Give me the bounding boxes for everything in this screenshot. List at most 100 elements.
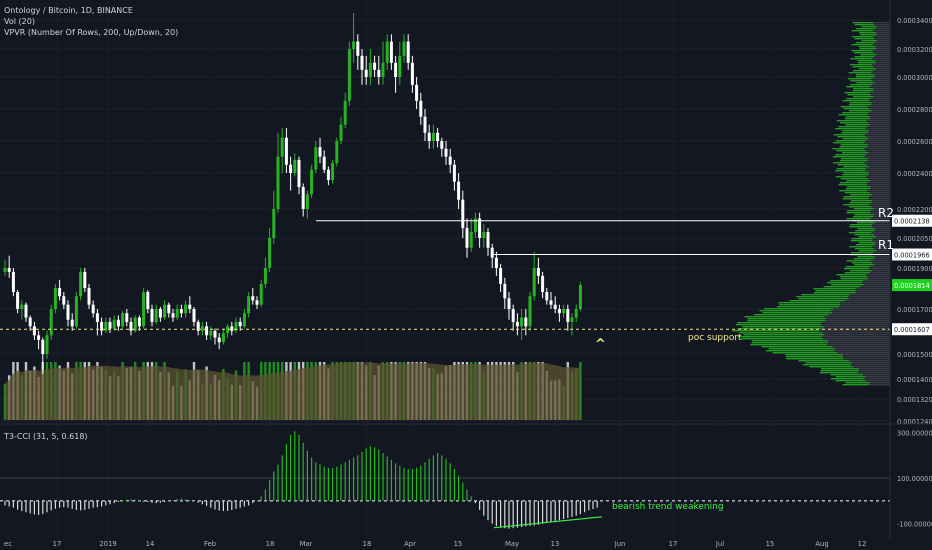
vpvr-row <box>864 142 890 144</box>
vpvr-row <box>737 322 822 324</box>
vpvr-row <box>858 46 876 48</box>
cci-bar <box>151 500 153 503</box>
cci-bar <box>63 500 65 508</box>
vpvr-row <box>869 92 890 94</box>
cci-bar <box>17 500 19 510</box>
vpvr-row <box>747 318 826 320</box>
vpvr-row <box>865 154 890 156</box>
vpvr-row <box>843 356 890 358</box>
candle-body <box>62 296 66 305</box>
vpvr-row <box>839 302 890 304</box>
vpvr-row <box>798 360 849 362</box>
vpvr-row <box>841 132 869 134</box>
cci-bar <box>113 500 115 504</box>
vpvr-row <box>823 326 890 328</box>
vpvr-row <box>872 238 890 240</box>
cci-bar <box>340 464 342 501</box>
vpvr-row <box>867 158 890 160</box>
cci-bar <box>516 500 518 528</box>
cci-bar <box>109 500 111 505</box>
label-r2: R2 <box>878 206 894 220</box>
price-tick-label: 0.0001700 <box>897 306 932 314</box>
vpvr-row <box>820 324 890 326</box>
current-price-badge <box>892 279 932 292</box>
vpvr-row <box>809 366 854 368</box>
candle-body <box>473 218 477 233</box>
vpvr-row <box>844 118 870 120</box>
candle-body <box>184 304 188 314</box>
price-tick-label: 0.0001240 <box>897 418 932 426</box>
vpvr-row <box>876 68 890 70</box>
cci-bar <box>588 500 590 511</box>
vpvr-row <box>872 262 890 264</box>
cci-bar <box>323 466 325 501</box>
candle-body <box>322 156 326 170</box>
vpvr-row <box>850 64 873 66</box>
candle-body <box>532 268 536 297</box>
candle-body <box>402 41 406 56</box>
vpvr-row <box>841 152 869 154</box>
vpvr-row <box>838 114 867 116</box>
vpvr-row <box>851 262 873 264</box>
cci-bar <box>592 500 594 510</box>
vpvr-row <box>854 56 875 58</box>
vpvr-row <box>856 290 890 292</box>
vpvr-row <box>876 54 890 56</box>
vpvr-row <box>868 384 890 386</box>
candle-body <box>163 304 167 318</box>
vpvr-row <box>849 110 872 112</box>
vpvr-row <box>858 62 876 64</box>
vpvr-row <box>867 144 890 146</box>
vpvr-row <box>871 232 890 234</box>
vpvr-row <box>872 84 890 86</box>
candle-body <box>79 271 83 297</box>
vpvr-row <box>874 82 890 84</box>
cci-bar <box>369 446 371 501</box>
vpvr-row <box>874 234 890 236</box>
vpvr-row <box>759 310 832 312</box>
price-levels: 0.0002138 0.0001966 0.0001607 0.0001814 <box>0 214 932 336</box>
cci-bar <box>201 500 203 505</box>
vpvr-row <box>871 206 890 208</box>
candle-body <box>478 218 482 238</box>
candle-body <box>238 321 242 327</box>
cci-bar <box>348 459 350 501</box>
cci-bar <box>311 457 313 501</box>
date-tick-label: 17 <box>669 540 678 548</box>
legend-title: Ontology / Bitcoin, 1D, BINANCE <box>4 6 133 15</box>
vpvr-row <box>871 78 890 80</box>
vpvr-row <box>849 226 872 228</box>
vpvr-row <box>854 52 874 54</box>
candle-body <box>541 275 545 293</box>
vpvr-row <box>867 276 890 278</box>
caret-marker: ^ <box>595 337 606 352</box>
vpvr-row <box>841 158 868 160</box>
candle-body <box>381 62 385 77</box>
level-badge <box>892 323 932 336</box>
vpvr-row <box>854 264 874 266</box>
vpvr-row <box>874 76 890 78</box>
candle-body <box>419 100 423 117</box>
vpvr-row <box>845 116 871 118</box>
vpvr-row <box>850 58 873 60</box>
cci-bar <box>21 500 23 512</box>
candle-body <box>263 268 267 284</box>
cci-tick-label: 100.000000 <box>897 475 932 483</box>
candle-body <box>125 313 129 322</box>
cci-bar <box>386 456 388 501</box>
vpvr-row <box>873 208 890 210</box>
cci-bar <box>134 499 136 501</box>
vpvr-row <box>871 72 890 74</box>
vpvr-row <box>875 228 890 230</box>
vpvr-row <box>840 144 868 146</box>
vpvr-row <box>872 44 890 46</box>
price-tick-label: 0.0002400 <box>897 170 932 178</box>
candle-body <box>200 326 204 331</box>
candle-body <box>314 147 318 170</box>
vpvr-row <box>867 178 890 180</box>
candle-body <box>515 321 519 327</box>
candle-body <box>553 304 557 309</box>
cci-bar <box>227 500 229 511</box>
vpvr-row <box>732 330 819 332</box>
